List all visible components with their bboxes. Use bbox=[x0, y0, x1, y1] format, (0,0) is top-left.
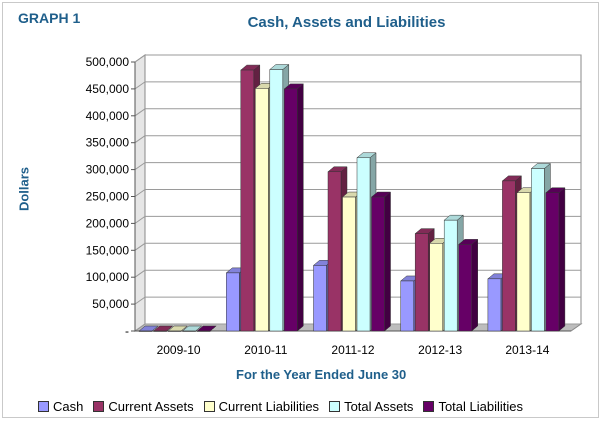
x-tick-label: 2012-13 bbox=[418, 343, 462, 357]
gridline-diagonal bbox=[134, 189, 146, 197]
x-axis-label: For the Year Ended June 30 bbox=[236, 367, 407, 382]
graph-label: GRAPH 1 bbox=[18, 10, 81, 26]
legend-label: Cash bbox=[53, 399, 84, 414]
bar-current-assets-2009-10 bbox=[152, 325, 174, 332]
gridline-diagonal bbox=[134, 135, 146, 144]
legend-swatch bbox=[203, 401, 215, 412]
y-tick-label: 50,000 bbox=[92, 297, 129, 311]
legend-label: Total Assets bbox=[344, 399, 414, 414]
bar-total-liabilities-2009-10 bbox=[196, 325, 217, 332]
legend-item: Total Assets bbox=[329, 399, 413, 414]
y-tick-label: 250,000 bbox=[86, 190, 130, 204]
gridline-diagonal bbox=[134, 162, 146, 171]
x-tick-label: 2011-12 bbox=[331, 343, 374, 357]
gridline-diagonal bbox=[134, 269, 146, 278]
legend-label: Current Liabilities bbox=[218, 399, 320, 414]
legend-label: Current Assets bbox=[108, 399, 194, 414]
legend-label: Total Liabilities bbox=[438, 399, 523, 414]
gridline-diagonal bbox=[134, 215, 146, 224]
x-tick-label: 2009-10 bbox=[157, 343, 201, 357]
y-tick-label: 500,000 bbox=[86, 55, 130, 69]
gridline-diagonal bbox=[134, 108, 146, 117]
y-tick-label: - bbox=[125, 324, 129, 338]
x-tick-label: 2013-14 bbox=[505, 343, 549, 357]
y-tick-label: 350,000 bbox=[86, 136, 130, 150]
gridline-diagonal bbox=[134, 323, 146, 332]
y-tick-label: 200,000 bbox=[86, 216, 130, 230]
y-tick-label: 300,000 bbox=[86, 163, 130, 177]
y-tick-label: 450,000 bbox=[86, 82, 130, 96]
bar-current-liabilities-2009-10 bbox=[167, 325, 188, 332]
legend-swatch bbox=[93, 401, 105, 412]
legend-swatch bbox=[38, 401, 49, 412]
legend-swatch bbox=[329, 401, 341, 412]
bar-cash-2009-10 bbox=[138, 325, 159, 332]
bar-total-assets-2009-10 bbox=[181, 325, 203, 332]
gridline-diagonal bbox=[134, 242, 146, 251]
bar-total-liabilities-2011-12 bbox=[370, 191, 392, 332]
gridline-diagonal bbox=[134, 296, 146, 305]
x-tick-label: 2010-11 bbox=[244, 343, 287, 357]
legend-item: Cash bbox=[38, 399, 83, 414]
bar-total-liabilities-2013-14 bbox=[545, 187, 566, 332]
legend: Cash Current Assets Current Liabilities Tot… bbox=[38, 399, 533, 414]
bar-total-liabilities-2010-11 bbox=[283, 83, 304, 332]
y-tick-label: 150,000 bbox=[86, 243, 130, 257]
gridline-diagonal bbox=[134, 54, 146, 63]
legend-item: Total Liabilities bbox=[423, 399, 523, 414]
gridline-diagonal bbox=[134, 81, 146, 90]
y-tick-label: 400,000 bbox=[86, 109, 130, 123]
chart-title: Cash, Assets and Liabilities bbox=[247, 14, 446, 31]
legend-swatch bbox=[423, 401, 435, 412]
bar-total-liabilities-2012-13 bbox=[458, 238, 479, 332]
legend-item: Current Liabilities bbox=[203, 399, 320, 414]
legend-item: Current Assets bbox=[93, 399, 194, 414]
y-tick-label: 100,000 bbox=[86, 270, 130, 284]
